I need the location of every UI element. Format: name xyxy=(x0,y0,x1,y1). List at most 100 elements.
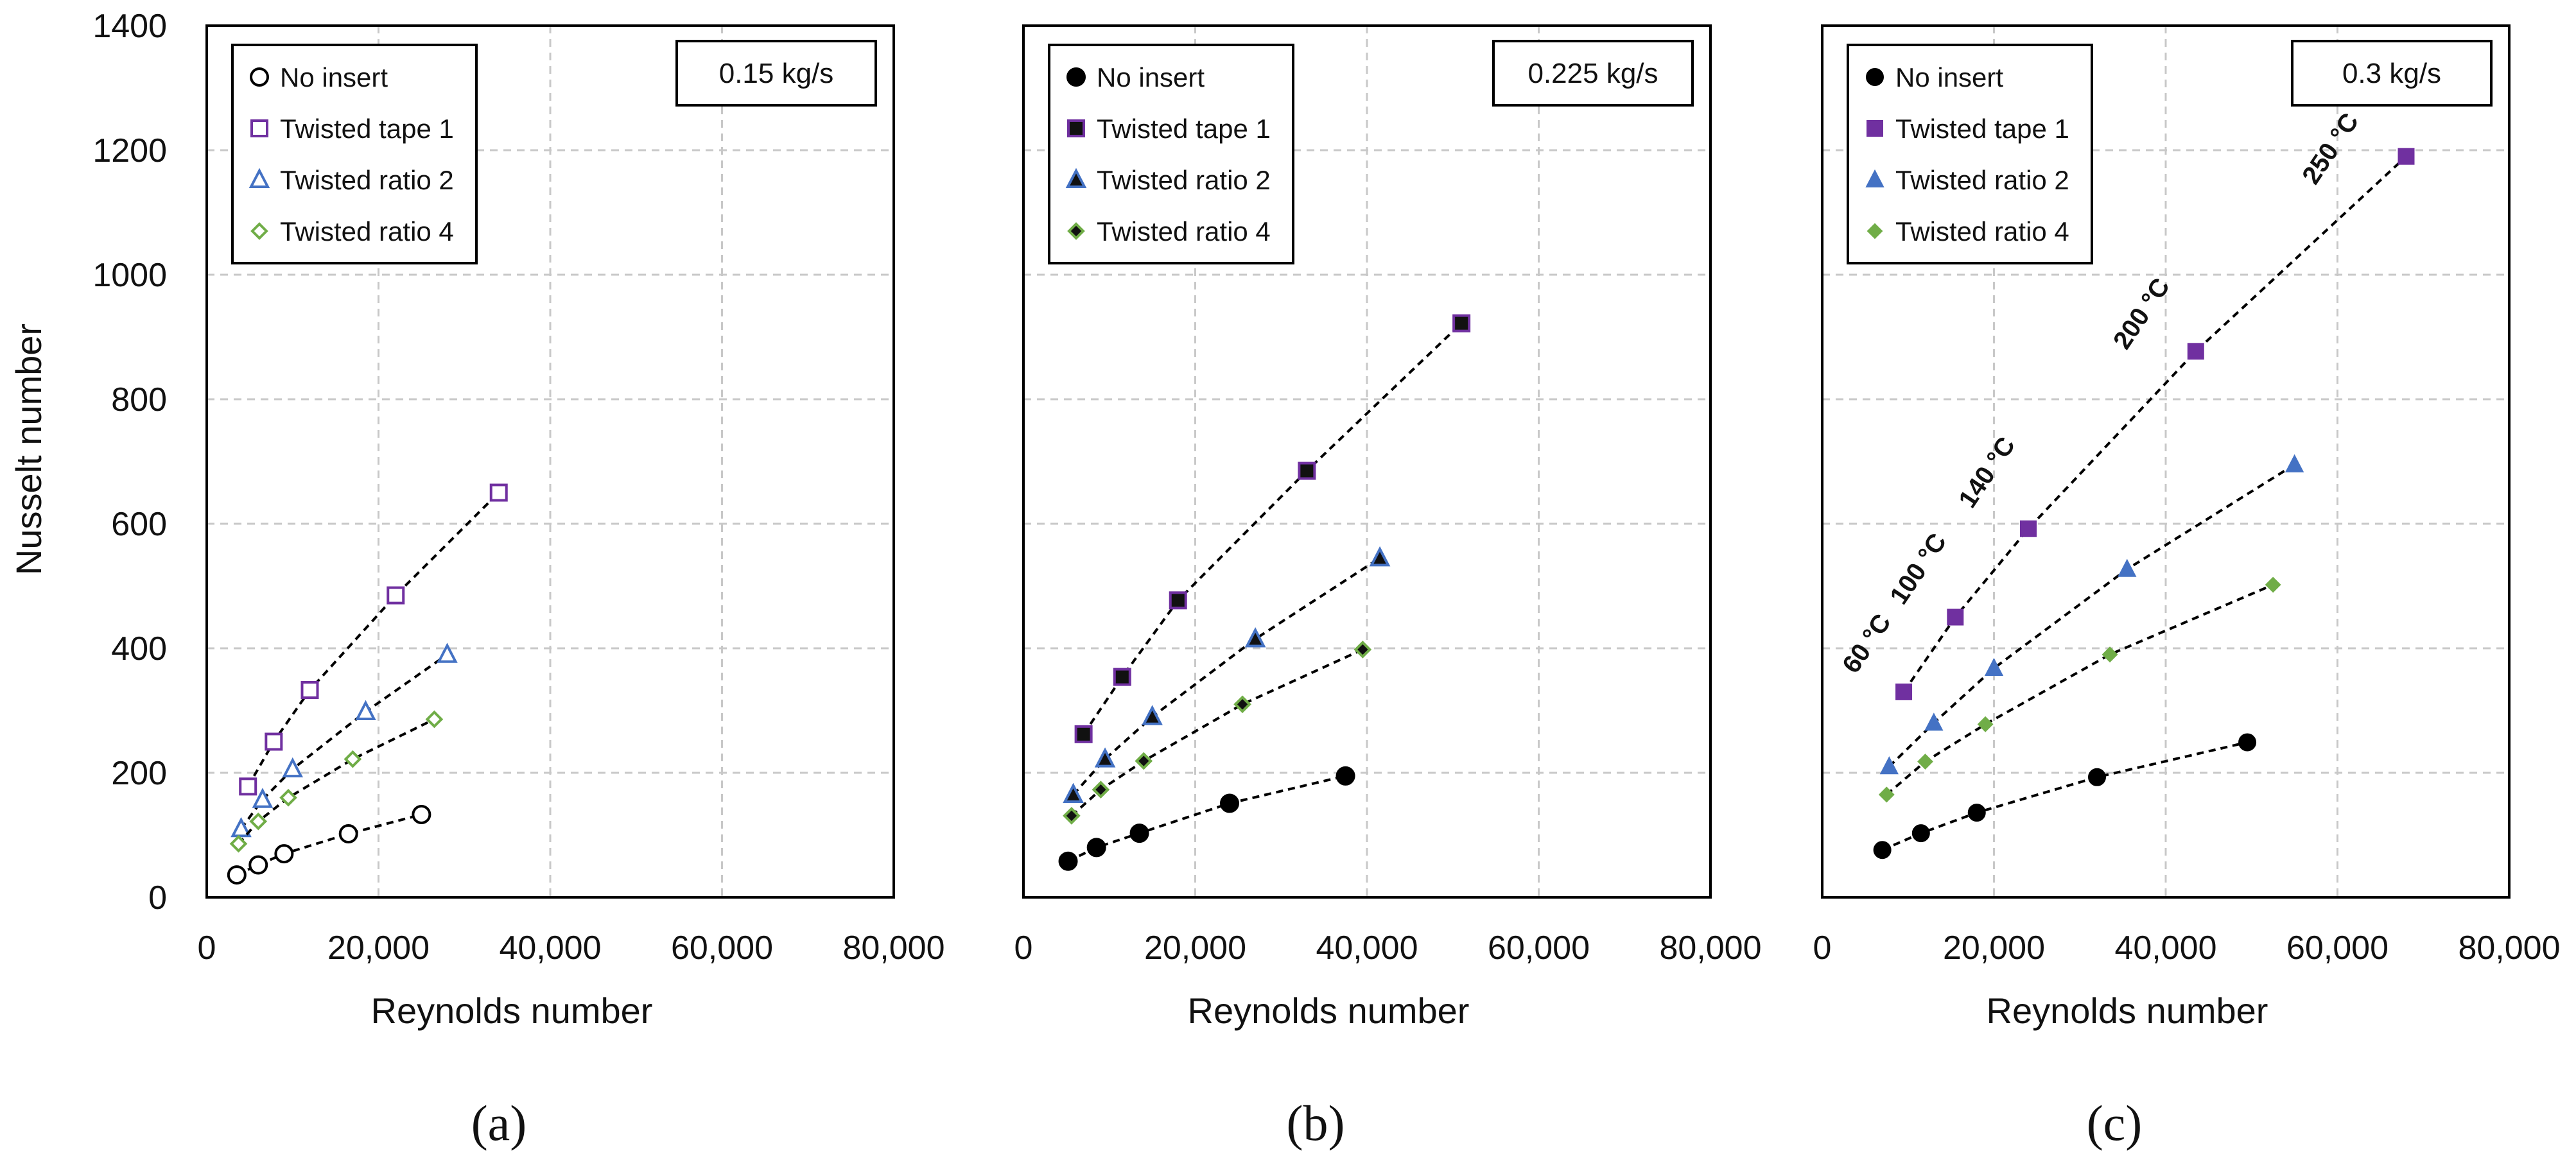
legend-label: Twisted ratio 4 xyxy=(1895,216,2069,246)
data-point-twisted-ratio-4 xyxy=(279,788,297,807)
data-point-twisted-tape-1 xyxy=(1298,462,1316,480)
x-tick-label: 60,000 xyxy=(2286,929,2389,967)
legend-label: No insert xyxy=(280,62,388,92)
data-point-twisted-tape-1 xyxy=(1452,314,1471,332)
data-point-no-insert xyxy=(248,855,268,875)
data-point-no-insert xyxy=(1336,766,1355,786)
legend-marker-no-insert xyxy=(250,67,269,87)
panel-label: (c) xyxy=(2087,1095,2143,1151)
flow-rate-box xyxy=(675,40,877,107)
x-axis-title: Reynolds number xyxy=(371,990,653,1031)
data-point-twisted-tape-1 xyxy=(2187,343,2204,360)
legend-label: Twisted ratio 4 xyxy=(280,216,454,246)
panel-label: (a) xyxy=(471,1095,527,1151)
x-tick-label: 20,000 xyxy=(327,929,430,967)
legend-marker-twisted-ratio-4 xyxy=(1867,223,1883,239)
data-point-twisted-ratio-2 xyxy=(231,816,252,838)
plot-frame xyxy=(1821,24,2511,899)
trend-line-twisted-ratio-4 xyxy=(237,718,435,845)
data-point-no-insert xyxy=(1911,824,1930,843)
data-point-twisted-tape-1 xyxy=(1947,608,1964,626)
legend-marker-twisted-ratio-2 xyxy=(1065,168,1087,188)
data-point-no-insert xyxy=(274,844,294,864)
data-point-twisted-ratio-4 xyxy=(1233,695,1251,714)
x-tick-label: 20,000 xyxy=(1144,929,1246,967)
data-point-twisted-ratio-4 xyxy=(425,710,444,729)
data-point-twisted-ratio-4 xyxy=(1092,781,1110,799)
chart-panel-2: 0 20,000 40,000 60,000 80,000 Reynolds number… xyxy=(1014,24,1762,1151)
legend-marker-twisted-ratio-2 xyxy=(1865,169,1884,187)
data-point-twisted-tape-1 xyxy=(2398,148,2415,165)
flow-rate-label: 0.15 kg/s xyxy=(719,58,834,89)
data-point-twisted-tape-1 xyxy=(387,586,405,605)
data-point-twisted-ratio-4 xyxy=(1917,754,1933,770)
y-tick-label: 200 xyxy=(111,755,167,792)
data-point-twisted-tape-1 xyxy=(239,777,257,796)
data-point-twisted-ratio-2 xyxy=(1369,546,1391,567)
legend-marker-twisted-ratio-4 xyxy=(1067,222,1085,240)
trend-line-twisted-ratio-4 xyxy=(1886,583,2274,796)
data-point-twisted-tape-1 xyxy=(1113,668,1131,686)
chart-panel-1: 0 200 400 600 800 1000 1200 1400 0 20,000 40,000 60… xyxy=(92,8,944,1151)
data-point-twisted-ratio-4 xyxy=(1977,716,1994,732)
flow-rate-label: 0.225 kg/s xyxy=(1527,58,1658,89)
legend-marker-twisted-tape-1 xyxy=(1067,119,1085,137)
data-point-twisted-ratio-4 xyxy=(1135,752,1153,770)
legend-label: Twisted tape 1 xyxy=(1097,114,1271,144)
data-point-twisted-ratio-4 xyxy=(344,750,362,768)
legend-marker-twisted-ratio-4 xyxy=(250,222,268,240)
x-axis-title: Reynolds number xyxy=(1188,990,1470,1031)
data-point-twisted-ratio-2 xyxy=(1094,747,1116,768)
x-tick-label: 80,000 xyxy=(2458,929,2560,967)
legend-marker-no-insert xyxy=(1866,68,1884,86)
y-tick-label: 400 xyxy=(111,630,167,668)
legend-marker-twisted-tape-1 xyxy=(250,119,268,137)
x-tick-label: 0 xyxy=(1813,929,1832,967)
data-point-twisted-ratio-2 xyxy=(1924,712,1944,731)
data-point-no-insert xyxy=(412,804,431,824)
data-point-twisted-ratio-4 xyxy=(249,812,268,831)
data-point-no-insert xyxy=(1967,804,1986,822)
x-tick-label: 40,000 xyxy=(499,929,601,967)
legend-label: Twisted ratio 2 xyxy=(1895,165,2069,195)
plot-frame xyxy=(205,24,895,899)
x-axis-title: Reynolds number xyxy=(1987,990,2268,1031)
x-tick-label: 80,000 xyxy=(842,929,944,967)
y-axis-title: Nusselt number xyxy=(8,324,49,575)
trend-line-twisted-ratio-2 xyxy=(1888,463,2295,768)
x-tick-label: 0 xyxy=(1014,929,1033,967)
x-tick-label: 60,000 xyxy=(671,929,773,967)
data-point-twisted-ratio-2 xyxy=(355,700,376,720)
x-tick-label: 20,000 xyxy=(1943,929,2045,967)
panel-label: (b) xyxy=(1287,1095,1345,1151)
data-point-twisted-tape-1 xyxy=(489,483,508,502)
data-point-twisted-ratio-4 xyxy=(229,834,248,853)
data-point-no-insert xyxy=(1220,793,1239,813)
data-point-twisted-tape-1 xyxy=(300,680,319,699)
y-tick-label: 800 xyxy=(111,381,167,418)
data-point-no-insert xyxy=(2238,733,2257,752)
data-point-twisted-ratio-2 xyxy=(1879,756,1899,775)
x-tick-label: 0 xyxy=(198,929,216,967)
data-point-no-insert xyxy=(227,865,247,885)
data-point-twisted-ratio-4 xyxy=(1063,807,1081,825)
legend-label: No insert xyxy=(1895,62,2003,92)
legend-marker-twisted-tape-1 xyxy=(1867,120,1883,137)
x-tick-label: 60,000 xyxy=(1488,929,1590,967)
legend-label: Twisted ratio 2 xyxy=(280,165,454,195)
data-point-twisted-tape-1 xyxy=(1895,683,1913,700)
legend-label: Twisted ratio 2 xyxy=(1097,165,1271,195)
legend-label: Twisted tape 1 xyxy=(280,114,454,144)
data-point-no-insert xyxy=(1873,841,1892,859)
data-point-twisted-ratio-4 xyxy=(1878,786,1895,803)
data-point-twisted-ratio-2 xyxy=(2284,454,2304,472)
data-point-twisted-ratio-4 xyxy=(2102,646,2118,663)
data-point-no-insert xyxy=(1058,851,1078,871)
y-tick-label: 0 xyxy=(148,879,167,917)
legend-box xyxy=(1847,44,2093,264)
data-point-no-insert xyxy=(2088,768,2106,786)
legend-label: Twisted ratio 4 xyxy=(1097,216,1271,246)
data-point-twisted-ratio-2 xyxy=(282,757,304,778)
legend-box xyxy=(1048,44,1294,264)
data-point-no-insert xyxy=(1086,838,1106,858)
